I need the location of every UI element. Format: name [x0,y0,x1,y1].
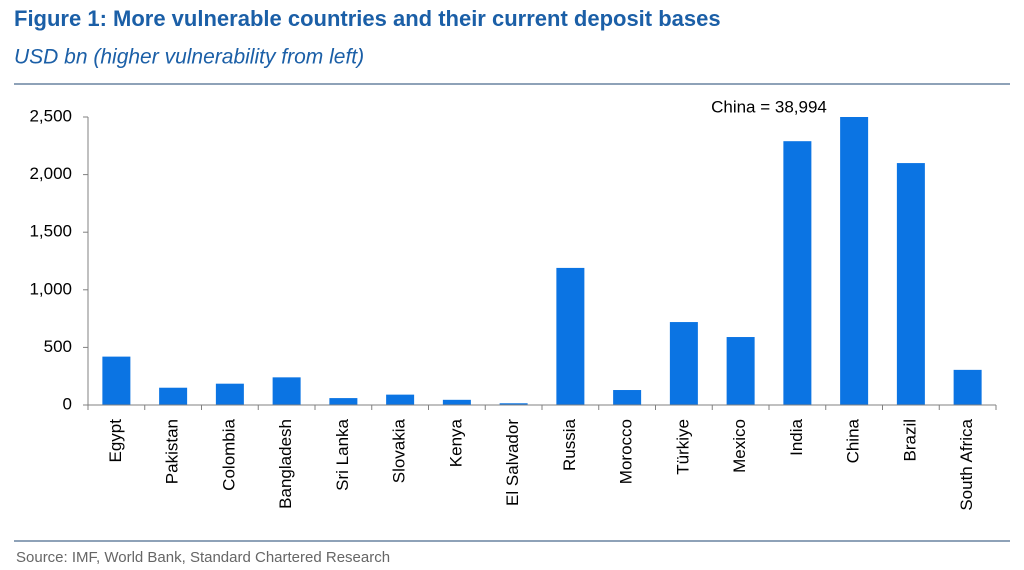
bar [329,398,358,405]
x-tick-label: Bangladesh [276,419,295,509]
source: Source: IMF, World Bank, Standard Charte… [16,549,390,566]
bar [386,394,415,405]
bar [953,369,982,405]
x-tick-label: South Africa [957,418,976,510]
bar [613,390,642,405]
x-tick-label: Morocco [617,419,636,484]
bar [102,356,131,405]
x-tick-label: Brazil [900,419,919,462]
x-tick-label: India [787,418,806,455]
bar [556,267,585,405]
chart-title: Figure 1: More vulnerable countries and … [14,6,721,31]
bar [669,322,698,405]
x-tick-label: Slovakia [390,418,409,483]
x-tick-label: Russia [560,418,579,471]
y-tick-label: 0 [63,394,72,413]
x-tick-label: Colombia [219,418,238,490]
bar [272,377,301,405]
bars [102,117,982,405]
x-tick-label: Pakistan [163,419,182,484]
bar [159,387,188,405]
bar [215,383,244,405]
y-tick-label: 2,000 [29,164,72,183]
x-tick-label: Mexico [730,419,749,473]
y-tick-label: 2,500 [29,106,72,125]
x-tick-label: Egypt [106,419,125,463]
bar [783,141,812,405]
x-tick-label: China [844,418,863,463]
x-tick-label: Kenya [446,418,465,467]
bar [726,337,755,405]
x-tick-label: Türkiye [673,419,692,475]
chart-subtitle: USD bn (higher vulnerability from left) [14,46,364,69]
bar [840,117,869,405]
y-tick-label: 500 [44,337,72,356]
bar [896,163,925,405]
y-tick-label: 1,000 [29,279,72,298]
bar [442,399,471,405]
bar [499,403,528,405]
annotation: China = 38,994 [711,97,827,116]
x-tick-label: Sri Lanka [333,418,352,490]
x-tick-label: El Salvador [503,419,522,506]
y-tick-label: 1,500 [29,222,72,241]
